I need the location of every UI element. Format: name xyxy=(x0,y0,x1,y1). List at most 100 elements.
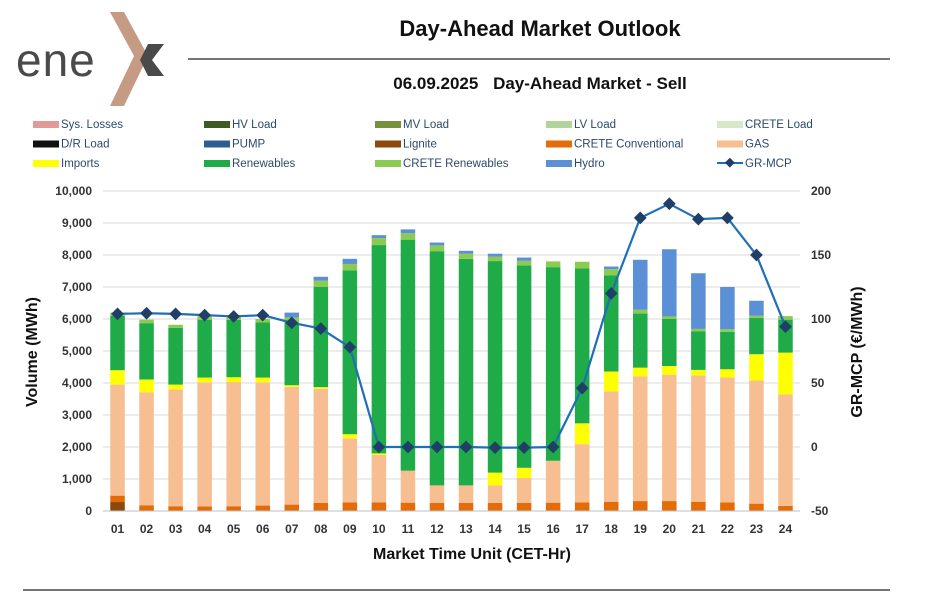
legend-item-gas: GAS xyxy=(717,139,770,151)
y-tick-label: 7,000 xyxy=(62,280,92,294)
bar-imports-05 xyxy=(226,377,241,383)
bar-hydro-11 xyxy=(400,229,416,234)
y-tick-label: 1,000 xyxy=(62,472,92,486)
bar-crete-conventional-23 xyxy=(749,503,764,511)
y2-tick-label: 100 xyxy=(811,312,831,326)
bar-renewables-08 xyxy=(313,287,329,388)
bar-renewables-19 xyxy=(633,313,648,368)
bar-gas-13 xyxy=(458,485,474,503)
bar-hydro-08 xyxy=(313,276,329,281)
y-tick-label: 8,000 xyxy=(62,248,92,262)
x-tick-label: 11 xyxy=(402,522,415,536)
bar-imports-03 xyxy=(168,384,183,390)
bar-renewables-13 xyxy=(458,258,474,486)
bar-imports-14 xyxy=(487,472,503,486)
bar-gas-23 xyxy=(749,380,764,504)
bar-imports-06 xyxy=(255,377,270,383)
bar-gas-16 xyxy=(545,460,561,503)
bar-crete-conventional-18 xyxy=(603,501,619,511)
y-tick-label: 6,000 xyxy=(62,312,92,326)
y-tick-label: 9,000 xyxy=(62,216,92,230)
legend-swatch xyxy=(717,140,743,148)
x-tick-label: 20 xyxy=(663,522,677,536)
bar-renewables-04 xyxy=(197,319,212,378)
gr-mcp-line xyxy=(111,197,792,455)
x-tick-label: 05 xyxy=(227,522,241,536)
logo-text: ene xyxy=(16,34,96,86)
bar-gas-12 xyxy=(429,485,445,503)
bar-crete-renewables-03 xyxy=(168,324,183,328)
gr-mcp-point-04 xyxy=(198,308,212,322)
bar-crete-renewables-10 xyxy=(371,238,387,246)
bar-gas-02 xyxy=(139,392,154,506)
bar-crete-renewables-19 xyxy=(633,309,648,314)
bar-lignite-01 xyxy=(110,502,125,511)
bar-gas-04 xyxy=(197,382,212,507)
legend-swatch xyxy=(717,121,743,128)
stacked-bars xyxy=(110,229,793,511)
bar-imports-20 xyxy=(662,366,677,375)
bar-gas-17 xyxy=(574,444,590,503)
legend-label: CRETE Load xyxy=(745,119,813,131)
bar-crete-conventional-05 xyxy=(226,506,241,511)
legend-label: Renewables xyxy=(232,158,296,170)
legend-swatch xyxy=(546,160,572,167)
y2-tick-label: 200 xyxy=(811,184,831,198)
y-axis-label: Volume (MWh) xyxy=(24,297,41,407)
bar-renewables-01 xyxy=(110,315,125,371)
bar-imports-18 xyxy=(603,371,619,392)
bar-hydro-12 xyxy=(429,242,445,246)
bar-imports-23 xyxy=(749,354,764,381)
legend-item-mv-load: MV Load xyxy=(375,119,449,131)
gr-mcp-point-08 xyxy=(314,322,328,335)
legend-label: CRETE Conventional xyxy=(574,139,683,151)
bar-renewables-05 xyxy=(226,319,241,378)
bar-crete-conventional-19 xyxy=(633,501,648,511)
bar-crete-conventional-20 xyxy=(662,501,677,511)
legend-label: Lignite xyxy=(403,139,437,151)
x-tick-label: 07 xyxy=(285,522,299,536)
x-tick-label: 02 xyxy=(140,522,154,536)
bar-hydro-19 xyxy=(633,259,648,310)
bar-crete-conventional-13 xyxy=(458,503,474,511)
y-tick-label: 2,000 xyxy=(62,440,92,454)
bar-gas-08 xyxy=(313,388,329,503)
bar-gas-18 xyxy=(603,391,619,502)
x-tick-label: 16 xyxy=(546,522,560,536)
bar-imports-17 xyxy=(574,423,590,445)
bar-gas-19 xyxy=(633,376,648,502)
y2-axis-label: GR-MCP (€/MWh) xyxy=(849,286,866,417)
bar-renewables-20 xyxy=(662,319,677,367)
x-tick-label: 09 xyxy=(343,522,357,536)
legend-item-imports: Imports xyxy=(33,158,100,170)
x-tick-label: 14 xyxy=(488,522,502,536)
legend-label: Hydro xyxy=(574,158,605,170)
bar-crete-renewables-21 xyxy=(691,328,706,332)
legend-item-crete-load: CRETE Load xyxy=(717,119,813,131)
legend-label: PUMP xyxy=(232,139,266,151)
bar-hydro-15 xyxy=(516,257,532,261)
x-tick-label: 18 xyxy=(605,522,619,536)
bar-gas-01 xyxy=(110,384,125,496)
x-tick-label: 01 xyxy=(111,522,125,536)
bar-crete-renewables-24 xyxy=(778,316,793,320)
gr-mcp-point-21 xyxy=(691,212,705,226)
bar-crete-renewables-11 xyxy=(400,233,416,240)
bar-crete-conventional-12 xyxy=(429,503,445,511)
y-tick-label: 10,000 xyxy=(55,184,92,198)
y-tick-label: 5,000 xyxy=(62,344,92,358)
legend-item-renewables: Renewables xyxy=(204,158,296,170)
bar-hydro-07 xyxy=(284,312,300,318)
bar-imports-09 xyxy=(342,434,358,439)
gr-mcp-point-09 xyxy=(343,340,357,354)
y2-tick-label: 50 xyxy=(811,376,825,390)
legend-label: Imports xyxy=(61,158,100,170)
subtitle-date: 06.09.2025 xyxy=(393,74,478,93)
gr-mcp-point-11 xyxy=(401,440,415,454)
bar-gas-10 xyxy=(371,455,387,503)
bar-gas-22 xyxy=(720,377,735,503)
bar-renewables-06 xyxy=(255,322,270,378)
gr-mcp-point-05 xyxy=(227,310,241,323)
bar-renewables-22 xyxy=(720,331,735,370)
x-tick-label: 24 xyxy=(779,522,793,536)
